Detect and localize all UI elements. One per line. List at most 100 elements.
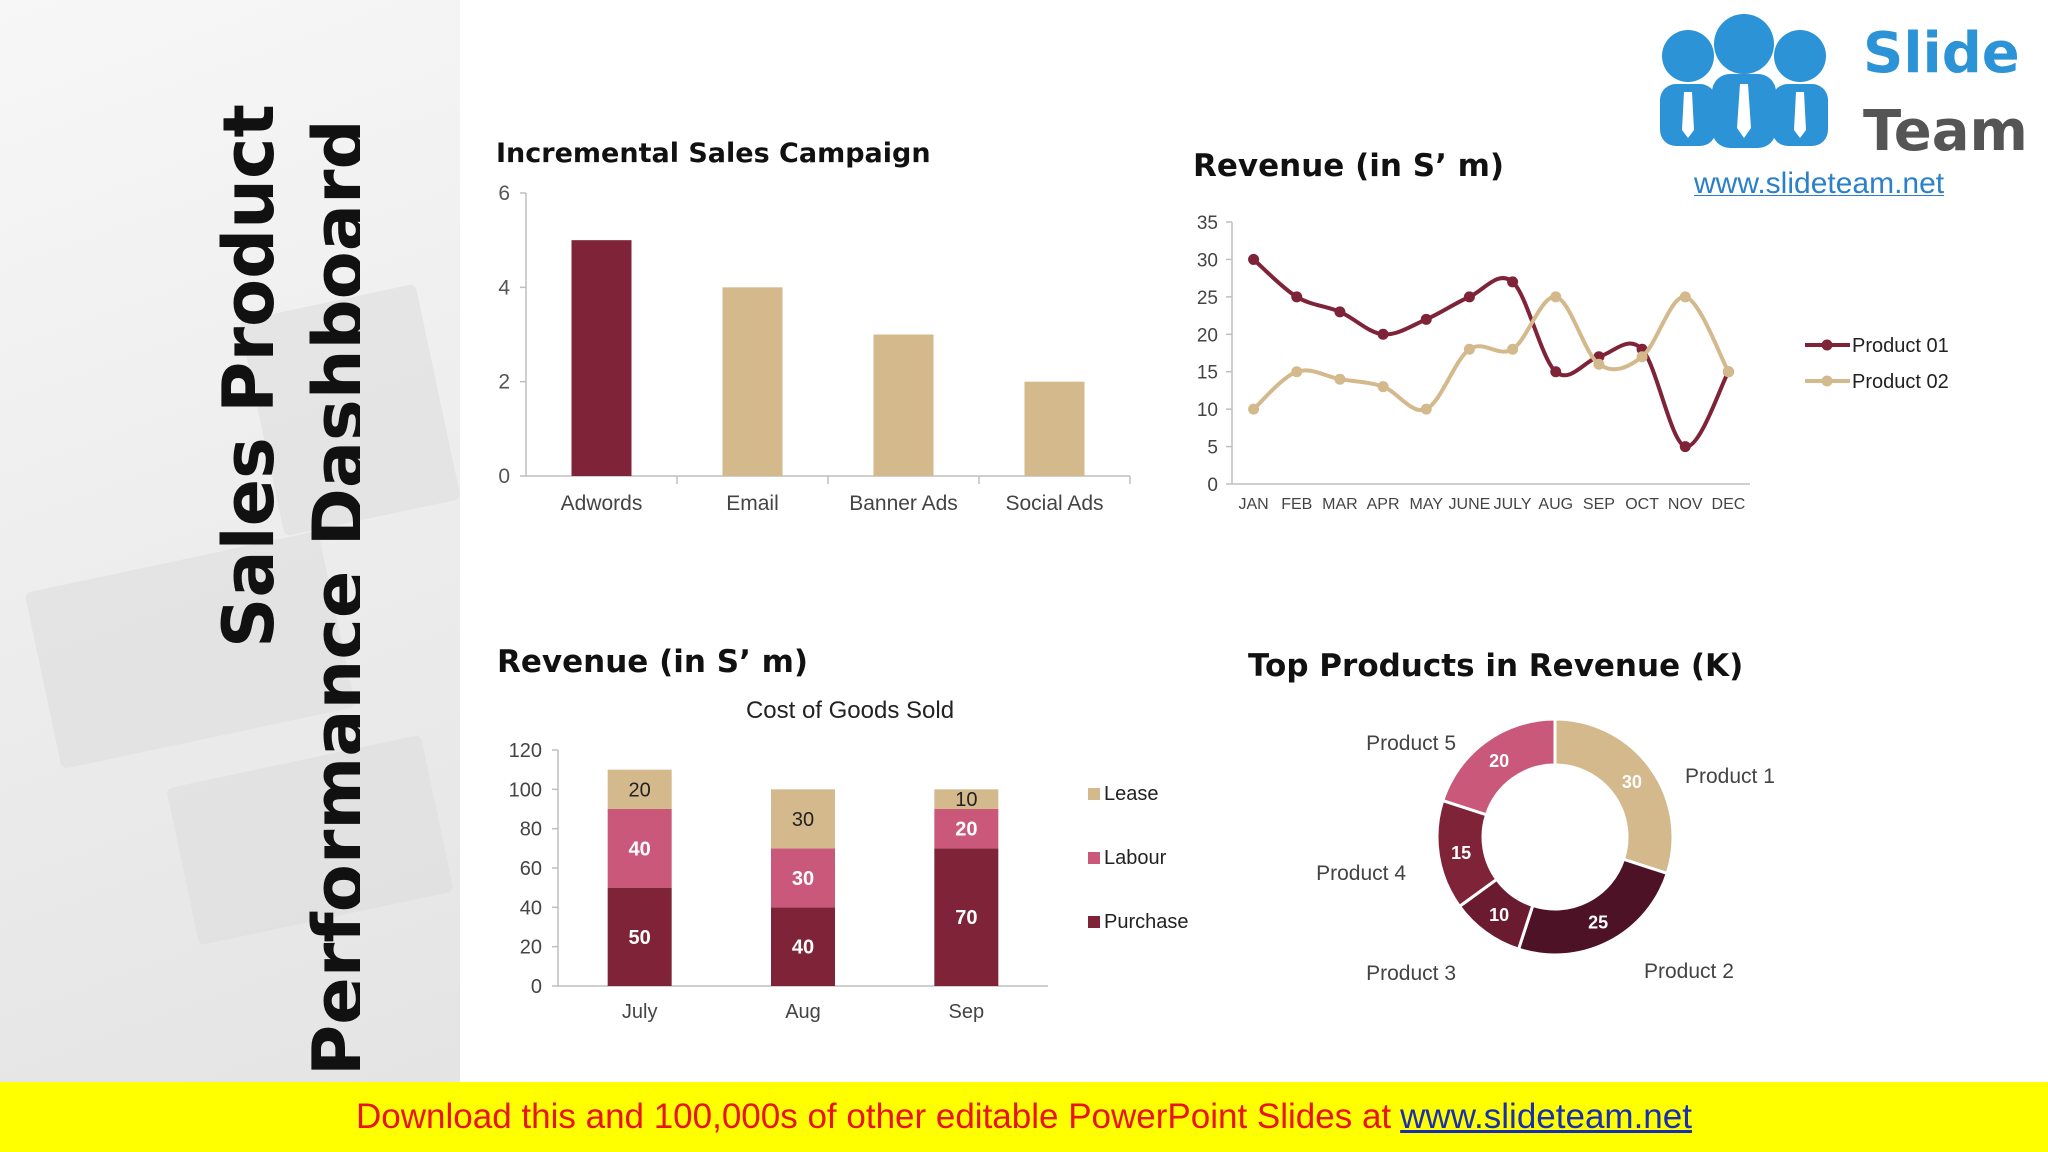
x-tick-label: Banner Ads xyxy=(849,492,958,515)
data-label: 30 xyxy=(792,809,814,831)
data-point xyxy=(1334,373,1346,385)
y-tick-label: 5 xyxy=(1207,438,1218,459)
revenue-line-chart: 0 5 10 15 20 25 30 35 JAN FEB MAR APR MAY JUNE JULY AUG… xyxy=(1197,213,1949,513)
slice-value-label: 25 xyxy=(1588,913,1608,933)
download-banner: Download this and 100,000s of other edit… xyxy=(0,1082,2048,1152)
stacked-segment xyxy=(607,809,672,888)
x-tick-label: Adwords xyxy=(561,492,643,515)
y-tick-label: 35 xyxy=(1197,213,1218,234)
legend-label: Product 01 xyxy=(1852,335,1949,357)
x-tick-label: Email xyxy=(726,492,779,515)
slice-category-label: Product 4 xyxy=(1316,862,1406,885)
data-point xyxy=(1377,328,1389,340)
data-point xyxy=(1334,306,1346,318)
slice-category-label: Product 2 xyxy=(1644,960,1734,983)
banner-text: Download this and 100,000s of other edit… xyxy=(356,1097,1392,1136)
data-label: 70 xyxy=(955,907,977,929)
page-title-line2: Performance Dashboard xyxy=(298,119,360,1076)
y-tick-label: 120 xyxy=(509,740,542,762)
x-tick-label: FEB xyxy=(1281,496,1312,513)
y-tick-label: 25 xyxy=(1197,288,1218,309)
y-tick-label: 2 xyxy=(498,371,510,394)
logo-word-team: Team xyxy=(1863,99,2028,164)
slice-category-label: Product 1 xyxy=(1685,765,1775,788)
donut-slice xyxy=(1440,717,1557,817)
legend-label: Lease xyxy=(1104,783,1159,805)
data-point xyxy=(1291,366,1303,378)
banner-link[interactable]: www.slideteam.net xyxy=(1400,1097,1692,1136)
data-label: 10 xyxy=(955,789,977,811)
slice-value-label: 30 xyxy=(1622,772,1642,792)
donut-slice xyxy=(1553,717,1675,876)
y-tick-label: 30 xyxy=(1197,250,1218,271)
slice-value-label: 10 xyxy=(1489,905,1509,925)
data-point xyxy=(1248,253,1260,265)
data-label: 40 xyxy=(629,838,651,860)
y-tick-label: 6 xyxy=(498,182,510,205)
data-point xyxy=(1377,381,1389,393)
legend-swatch xyxy=(1088,916,1100,928)
data-label: 40 xyxy=(792,937,814,959)
x-tick-label: MAR xyxy=(1322,496,1358,513)
data-point xyxy=(1722,366,1734,378)
logo-word-slide: Slide xyxy=(1863,21,2020,86)
y-tick-label: 0 xyxy=(498,465,510,488)
x-tick-label: AUG xyxy=(1538,496,1573,513)
stacked-segment xyxy=(607,887,672,986)
top-products-chart-title: Top Products in Revenue (K) xyxy=(1248,648,1744,684)
legend-swatch xyxy=(1088,788,1100,800)
revenue-stacked-chart-title: Revenue (in S’ m) xyxy=(497,644,809,680)
stacked-segment xyxy=(934,848,999,986)
y-tick-label: 80 xyxy=(520,819,542,841)
data-point xyxy=(1248,403,1260,415)
top-products-donut-chart: 30 Product 1 25 Product 2 10 Product 3 15 Produ… xyxy=(1316,717,1775,985)
data-label: 20 xyxy=(955,819,977,841)
slice-value-label: 15 xyxy=(1451,843,1471,863)
bar xyxy=(873,334,934,476)
y-tick-label: 20 xyxy=(520,937,542,959)
series-line-1 xyxy=(1252,257,1731,449)
data-point xyxy=(1679,291,1691,303)
slice-category-label: Product 5 xyxy=(1366,732,1456,755)
y-tick-label: 40 xyxy=(520,897,542,919)
x-tick-label: Sep xyxy=(949,1001,985,1023)
data-point xyxy=(1463,343,1475,355)
x-tick-label: SEP xyxy=(1583,496,1615,513)
x-tick-label: JUNE xyxy=(1449,496,1491,513)
y-tick-label: 100 xyxy=(509,779,542,801)
data-point xyxy=(1507,343,1519,355)
data-point xyxy=(1291,291,1303,303)
stacked-segment xyxy=(607,769,672,809)
bar xyxy=(571,240,632,476)
bar xyxy=(722,287,783,476)
logo-url: www.slideteam.net xyxy=(1693,167,1945,196)
slice-value-label: 20 xyxy=(1489,751,1509,771)
data-label: 30 xyxy=(792,868,814,890)
data-point xyxy=(1593,358,1605,370)
data-label: 50 xyxy=(629,927,651,949)
stacked-segment xyxy=(934,809,999,849)
y-tick-label: 20 xyxy=(1197,325,1218,346)
data-point xyxy=(1679,441,1691,453)
legend-marker xyxy=(1821,375,1833,387)
y-tick-label: 10 xyxy=(1197,400,1218,421)
x-tick-label: DEC xyxy=(1712,496,1746,513)
x-tick-label: MAY xyxy=(1410,496,1444,513)
legend-label: Product 02 xyxy=(1852,371,1949,393)
data-point xyxy=(1420,313,1432,325)
stacked-segment xyxy=(771,907,835,986)
y-tick-label: 0 xyxy=(1207,475,1218,496)
sidebar: Sales Product Performance Dashboard xyxy=(0,0,460,1082)
page-title: Sales Product Performance Dashboard xyxy=(60,0,380,1082)
legend-label: Labour xyxy=(1104,847,1167,869)
data-label: 20 xyxy=(629,779,651,801)
incremental-chart-title: Incremental Sales Campaign xyxy=(496,138,931,169)
x-tick-label: Social Ads xyxy=(1005,492,1103,515)
stacked-segment xyxy=(771,848,835,908)
x-tick-label: JULY xyxy=(1494,496,1532,513)
people-icon xyxy=(1660,14,1828,148)
page-title-line1: Sales Product xyxy=(208,104,290,648)
y-tick-label: 15 xyxy=(1197,363,1218,384)
x-tick-label: JAN xyxy=(1238,496,1268,513)
data-point xyxy=(1420,403,1432,415)
